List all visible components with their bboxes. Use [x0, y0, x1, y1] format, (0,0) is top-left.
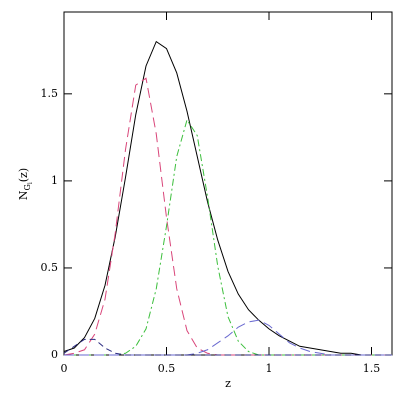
x-tick-label: 0	[61, 362, 68, 375]
x-tick-label: 1.5	[363, 362, 381, 375]
y-tick-label: 0	[51, 348, 58, 361]
series-line	[64, 118, 392, 356]
y-axis-label: NGi(z)	[17, 168, 34, 200]
series-line	[63, 338, 392, 356]
y-label-subsub: i	[27, 182, 34, 184]
series-line	[64, 319, 392, 356]
plot-frame	[63, 11, 393, 356]
x-axis-label: z	[225, 377, 231, 390]
y-label-sub: G	[23, 184, 32, 190]
x-tick-label: 1	[266, 362, 273, 375]
y-tick-label: 0.5	[41, 261, 59, 274]
x-tick-label: 0.5	[158, 362, 176, 375]
y-label-main: N	[17, 190, 30, 200]
series-line	[63, 40, 392, 356]
y-tick-label: 1	[51, 174, 58, 187]
series-line	[63, 77, 392, 356]
y-tick-label: 1.5	[41, 87, 59, 100]
y-label-tail: (z)	[17, 168, 30, 182]
